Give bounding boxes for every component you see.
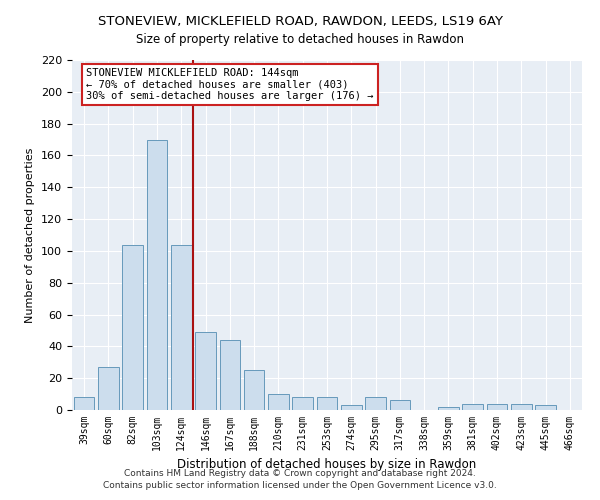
Bar — [511, 404, 532, 410]
Text: Size of property relative to detached houses in Rawdon: Size of property relative to detached ho… — [136, 32, 464, 46]
Bar — [365, 398, 386, 410]
Bar — [292, 398, 313, 410]
Bar — [268, 394, 289, 410]
Text: Contains HM Land Registry data © Crown copyright and database right 2024.
Contai: Contains HM Land Registry data © Crown c… — [103, 468, 497, 490]
Bar — [535, 405, 556, 410]
Text: STONEVIEW, MICKLEFIELD ROAD, RAWDON, LEEDS, LS19 6AY: STONEVIEW, MICKLEFIELD ROAD, RAWDON, LEE… — [97, 15, 503, 28]
Bar — [122, 244, 143, 410]
X-axis label: Distribution of detached houses by size in Rawdon: Distribution of detached houses by size … — [178, 458, 476, 471]
Bar — [98, 367, 119, 410]
Bar — [317, 398, 337, 410]
Bar — [146, 140, 167, 410]
Bar — [389, 400, 410, 410]
Y-axis label: Number of detached properties: Number of detached properties — [25, 148, 35, 322]
Bar — [74, 398, 94, 410]
Bar — [195, 332, 216, 410]
Bar — [463, 404, 483, 410]
Bar — [244, 370, 265, 410]
Text: STONEVIEW MICKLEFIELD ROAD: 144sqm
← 70% of detached houses are smaller (403)
30: STONEVIEW MICKLEFIELD ROAD: 144sqm ← 70%… — [86, 68, 374, 101]
Bar — [438, 407, 459, 410]
Bar — [341, 405, 362, 410]
Bar — [487, 404, 508, 410]
Bar — [220, 340, 240, 410]
Bar — [171, 244, 191, 410]
